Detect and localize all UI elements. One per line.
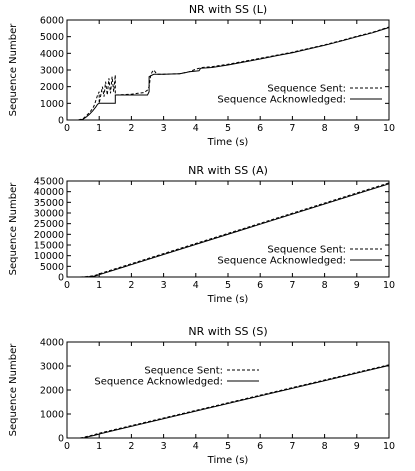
x-tick-label: 2 [128,280,134,291]
y-tick-label: 3000 [40,66,64,77]
x-tick-label: 5 [225,123,231,134]
x-tick-label: 1 [96,123,102,134]
y-axis-label: Sequence Number [8,343,19,437]
x-tick-label: 3 [161,280,167,291]
chart-title: NR with SS (S) [188,325,267,338]
x-tick-label: 4 [193,441,199,452]
x-tick-label: 4 [193,280,199,291]
legend-label: Sequence Acknowledged: [217,95,346,106]
chart-title: NR with SS (L) [189,3,267,16]
legend-label: Sequence Sent: [267,245,346,256]
x-tick-label: 8 [322,280,328,291]
legend-label: Sequence Acknowledged: [94,377,223,388]
legend-label: Sequence Sent: [144,366,223,377]
chart-panel-3: NR with SS (S) 0 1 2 3 4 5 6 7 8 9 10 0 1000 2000 3000 4… [8,325,395,466]
y-tick-label: 3000 [40,362,64,373]
y-tick-label: 30000 [34,209,64,220]
series-line-acknowledged [78,27,390,121]
x-tick-label: 6 [257,441,263,452]
y-tick-label: 45000 [34,177,64,188]
x-tick-label: 7 [289,280,295,291]
x-axis-label: Time (s) [207,137,249,148]
y-tick-label: 5000 [40,32,64,43]
x-tick-label: 2 [128,123,134,134]
plot-frame [66,341,390,439]
x-tick-label: 5 [225,441,231,452]
y-tick-label: 20000 [34,230,64,241]
y-tick-label: 6000 [40,16,64,27]
x-tick-label: 6 [257,123,263,134]
x-tick-label: 2 [128,441,134,452]
x-tick-label: 4 [193,123,199,134]
chart-title: NR with SS (A) [188,164,268,177]
y-tick-label: 5000 [40,262,64,273]
x-tick-label: 9 [354,441,360,452]
x-tick-label: 0 [64,441,70,452]
x-tick-label: 9 [354,280,360,291]
x-tick-label: 10 [383,280,395,291]
x-tick-label: 3 [161,441,167,452]
chart-panel-1: NR with SS (L) 0 1 2 3 4 5 6 7 8 9 10 0 1000 2000 3000 4… [8,3,395,148]
y-tick-label: 0 [58,116,64,127]
y-tick-label: 2000 [40,82,64,93]
x-tick-label: 5 [225,280,231,291]
x-tick-label: 10 [383,123,395,134]
y-tick-label: 10000 [34,251,64,262]
series-line-sent [78,26,390,121]
x-tick-label: 10 [383,441,395,452]
x-axis-label: Time (s) [207,455,249,466]
y-tick-label: 4000 [40,338,64,349]
x-tick-label: 7 [289,441,295,452]
series-line-acknowledged [81,365,390,439]
legend-label: Sequence Sent: [267,84,346,95]
x-tick-label: 3 [161,123,167,134]
y-tick-label: 2000 [40,386,64,397]
y-tick-label: 15000 [34,241,64,252]
y-tick-label: 25000 [34,219,64,230]
y-tick-label: 4000 [40,49,64,60]
y-tick-label: 40000 [34,187,64,198]
x-tick-label: 1 [96,441,102,452]
x-tick-label: 0 [64,280,70,291]
x-tick-label: 8 [322,123,328,134]
x-tick-label: 8 [322,441,328,452]
y-tick-label: 35000 [34,198,64,209]
x-axis-label: Time (s) [207,294,249,305]
x-tick-label: 6 [257,280,263,291]
x-tick-label: 0 [64,123,70,134]
y-tick-label: 0 [58,273,64,284]
y-tick-label: 1000 [40,410,64,421]
x-tick-label: 9 [354,123,360,134]
series-line-acknowledged [81,183,390,278]
x-tick-label: 7 [289,123,295,134]
x-tick-label: 1 [96,280,102,291]
legend-label: Sequence Acknowledged: [217,256,346,267]
y-tick-label: 1000 [40,99,64,110]
y-axis-label: Sequence Number [8,182,19,276]
chart-panel-2: NR with SS (A) 0 1 2 3 4 5 6 7 8 9 10 05000100001500… [8,164,395,305]
y-axis-label: Sequence Number [8,23,19,117]
y-tick-label: 0 [58,434,64,445]
